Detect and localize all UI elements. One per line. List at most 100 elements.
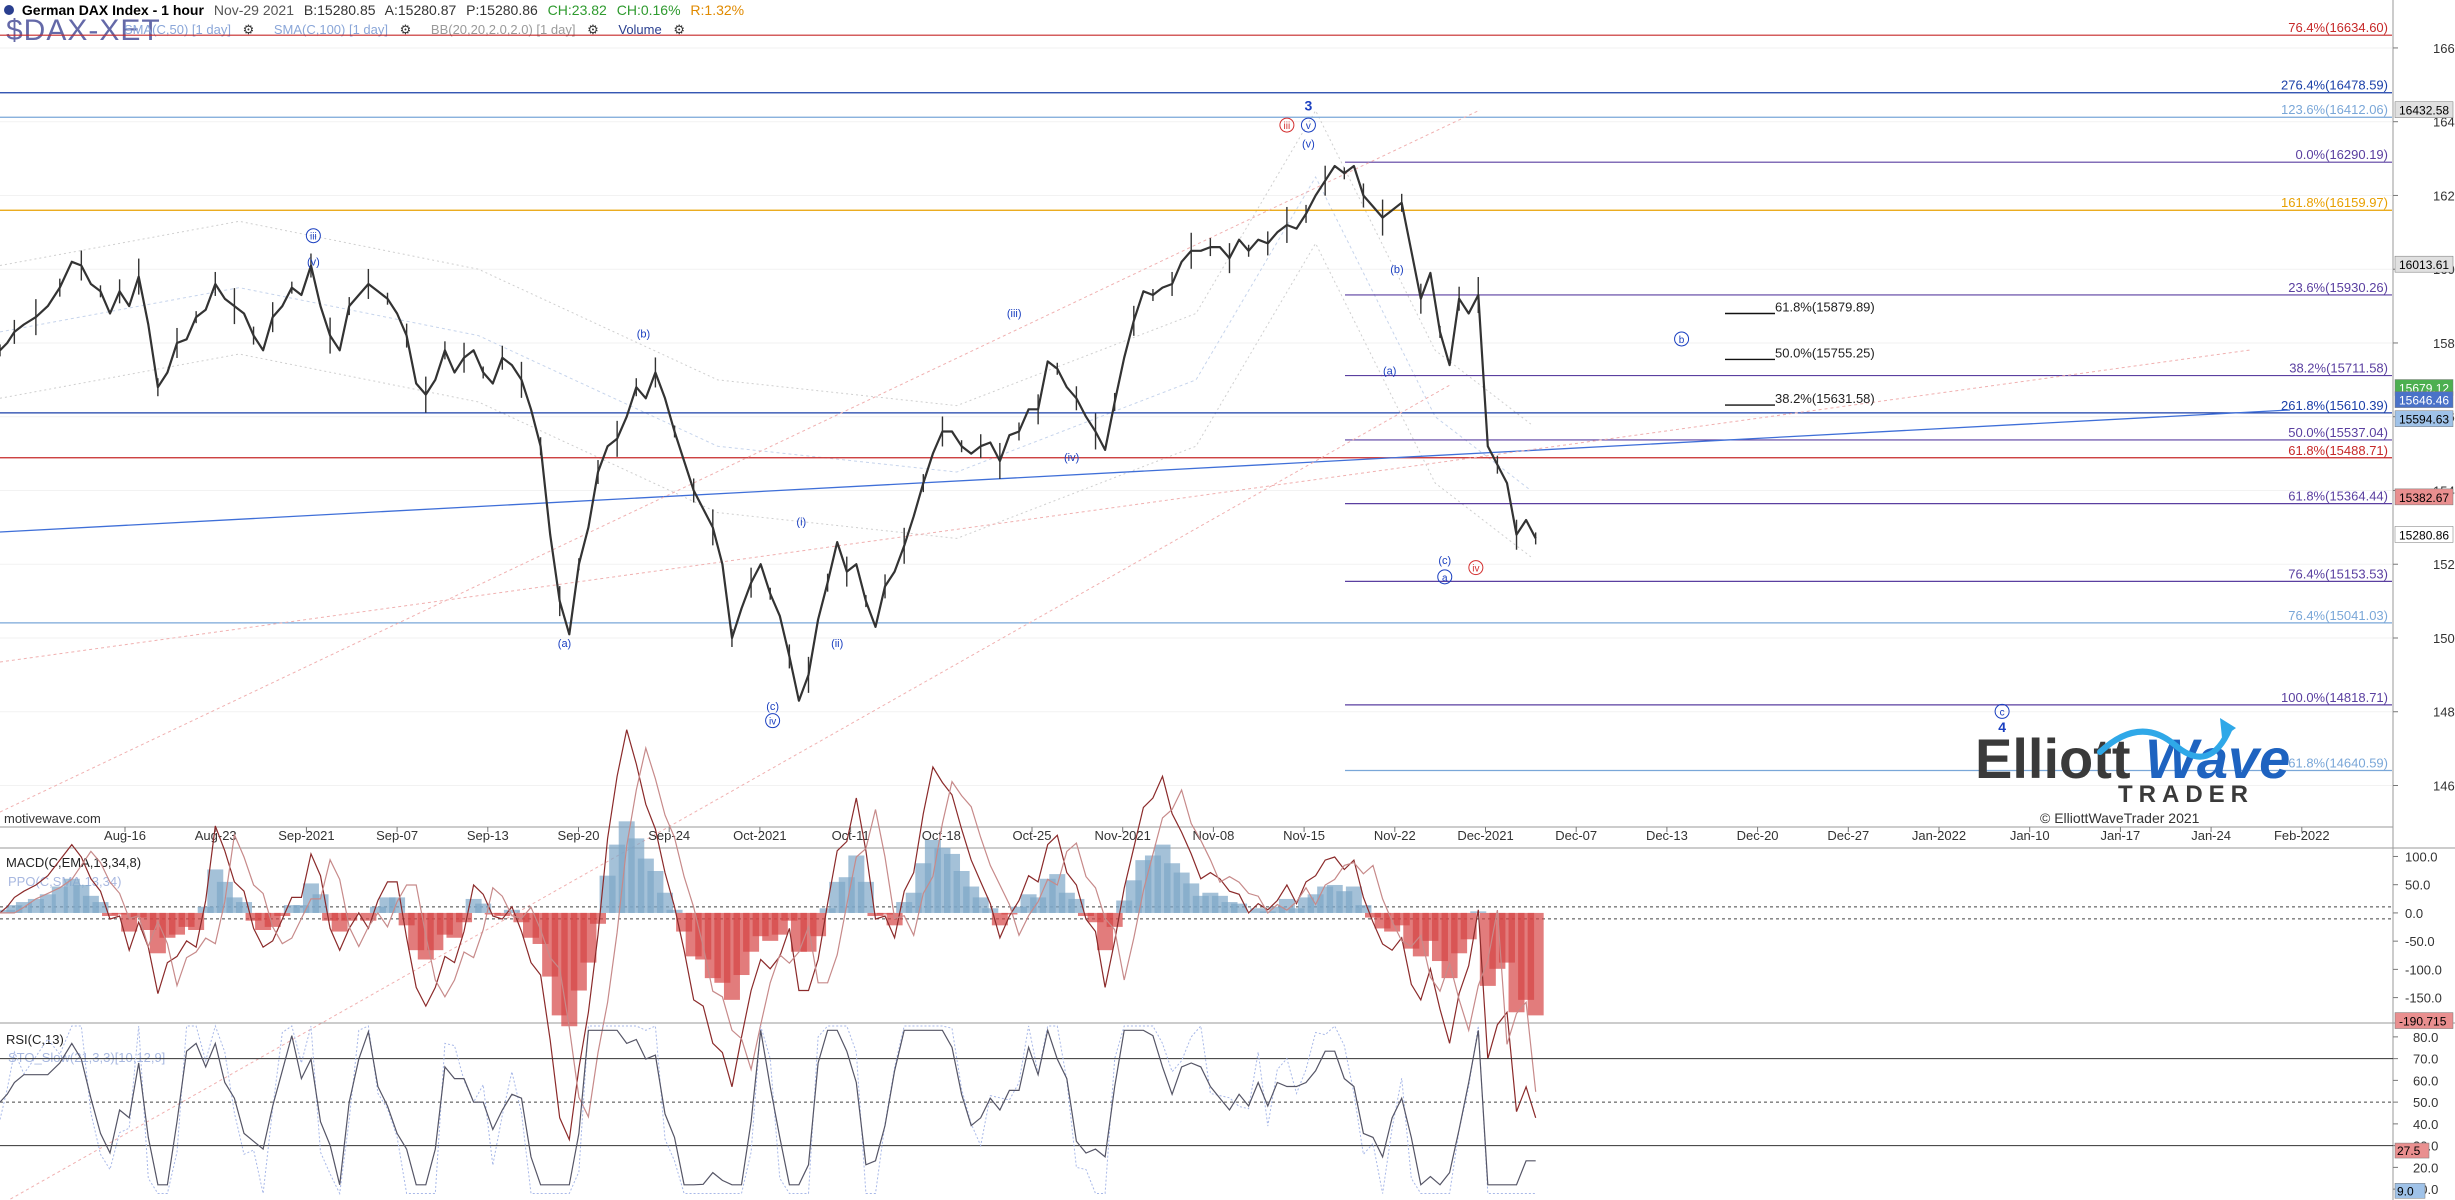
macd-histogram-bar — [1231, 903, 1248, 913]
x-tick-label: Oct-18 — [922, 828, 961, 843]
rsi-value-tag — [2394, 1142, 2430, 1159]
rsi-title: RSI(C,13) — [6, 1032, 64, 1047]
macd-histogram-bar — [1087, 912, 1104, 923]
price-grid — [0, 47, 2392, 786]
time-axis[interactable]: Aug-16 Aug-23 Sep-2021 Sep-07 Sep-13 Sep-20 Se… — [0, 826, 2393, 843]
wave-label-circle — [1279, 117, 1295, 133]
macd-histogram-bar — [1527, 912, 1544, 1016]
gear-icon[interactable]: ⚙ — [242, 22, 255, 37]
macd-histogram-bar — [1355, 905, 1372, 913]
ask-value: A:15280.87 — [384, 2, 457, 18]
price-axis[interactable]: 14600.0014800.0015000.0015200.0015400.00… — [2392, 0, 2455, 1200]
wave-label-circle — [765, 713, 781, 729]
trend-line-dotted — [0, 109, 1481, 813]
x-tick-label: Oct-2021 — [733, 828, 786, 843]
x-tick-label: Sep-2021 — [278, 828, 334, 843]
x-tick-label: Dec-20 — [1737, 828, 1779, 843]
indicator-volume[interactable]: Volume ⚙ — [618, 22, 686, 37]
x-tick-label: Sep-24 — [648, 828, 690, 843]
wave-label: (iii) — [1007, 308, 1022, 320]
macd-histogram-bar — [341, 912, 358, 921]
bollinger-bands — [0, 109, 1532, 558]
x-tick-label: Oct-25 — [1012, 828, 1051, 843]
indicator-sma100[interactable]: SMA(C,100) [1 day] ⚙ — [273, 22, 412, 37]
x-tick-label: Nov-2021 — [1095, 828, 1151, 843]
macd-histogram-bar — [867, 912, 884, 917]
wave-label: iii — [1284, 121, 1291, 132]
indicator-sma50[interactable]: SMA(C,50) [1 day] ⚙ — [124, 22, 255, 37]
fibonacci-levels: 76.4%(16634.60) 276.4%(16478.59) 123.6%(16… — [0, 20, 2392, 772]
fib-level-label: 276.4%(16478.59) — [2281, 78, 2388, 93]
gear-icon[interactable]: ⚙ — [399, 22, 412, 37]
wave-labels: iii (v) (b) (a) (c) iv (i) (ii) (iii) (iv) 3 v (v) ii… — [305, 98, 2010, 735]
indicator-bb[interactable]: BB(20,20,2.0,2.0) [1 day] ⚙ — [430, 22, 599, 37]
macd-histogram-bar — [264, 912, 281, 927]
rsi-tick-label: 70.0 — [2413, 1052, 2438, 1067]
wave-label: 3 — [1305, 98, 1313, 114]
wave-label: (c) — [1438, 555, 1451, 567]
fib-level-label: 61.8%(15364.44) — [2288, 489, 2388, 504]
bb-middle — [0, 175, 1532, 491]
price-tag-label: 16432.58 — [2399, 104, 2449, 118]
fib-level-label: 261.8%(15610.39) — [2281, 398, 2388, 413]
macd-histogram-bar — [235, 902, 252, 913]
y-tick-label: 14600.00 — [2433, 778, 2455, 793]
wave-label: (b) — [1390, 264, 1403, 276]
signal-line — [0, 745, 1537, 1119]
macd-tick-label: -50.0 — [2405, 934, 2435, 949]
macd-histogram-bar — [92, 902, 109, 913]
price-tag-box — [2394, 488, 2454, 506]
logo-swoosh-icon — [2097, 725, 2233, 760]
macd-histogram-bar — [1365, 912, 1382, 918]
y-tick-label: 16400.00 — [2433, 115, 2455, 130]
fib-level-label: 50.0%(15537.04) — [2288, 425, 2388, 440]
x-tick-label: Dec-07 — [1555, 828, 1597, 843]
macd-histogram-bar — [1068, 898, 1085, 913]
macd-tick-label: -150.0 — [2405, 991, 2442, 1006]
gear-icon[interactable]: ⚙ — [673, 22, 686, 37]
wave-label: a — [1442, 573, 1448, 584]
wave-label: iv — [769, 717, 776, 728]
wave-label: (v) — [307, 257, 320, 269]
projection-label: 50.0%(15755.25) — [1775, 345, 1875, 360]
macd-title: MACD(C,EMA,13,34,8) — [6, 855, 141, 870]
x-tick-label: Sep-20 — [558, 828, 600, 843]
macd-histogram-bar — [1460, 912, 1477, 940]
bb-upper — [0, 109, 1532, 425]
gear-icon[interactable]: ⚙ — [587, 22, 599, 37]
price-tag-label: 16013.61 — [2399, 258, 2449, 272]
price-tag-box — [2394, 255, 2454, 273]
price-value: P:15280.86 — [466, 2, 538, 18]
macd-histogram-bar — [456, 912, 473, 923]
wave-label: (c) — [766, 701, 779, 713]
x-tick-label: Dec-27 — [1827, 828, 1869, 843]
macd-histogram-bar — [293, 905, 310, 913]
chart-header: German DAX Index - 1 hour Nov-29 2021 B:… — [4, 2, 750, 18]
macd-histogram-bar — [982, 908, 999, 913]
wave-label: (a) — [558, 638, 571, 650]
sto-value-label: 9.0 — [2397, 1184, 2414, 1198]
macd-histogram-bar — [274, 912, 291, 917]
logo-text-trader: TRADER — [2118, 781, 2254, 808]
macd-histogram-bar — [1001, 912, 1018, 915]
projection-label: 38.2%(15631.58) — [1775, 391, 1875, 406]
wave-label-circle — [1994, 703, 2010, 719]
x-tick-label: Sep-07 — [376, 828, 418, 843]
macd-histogram-bar — [494, 912, 511, 917]
macd-panel: MACD(C,EMA,13,34,8)PPO(C,SMA,13,34)100.0… — [0, 729, 2455, 1142]
macd-histogram-bar — [877, 912, 894, 915]
x-tick-label: Nov-15 — [1283, 828, 1325, 843]
price-tag-label: 15280.86 — [2399, 528, 2449, 542]
rsi-tick-label: 20.0 — [2413, 1160, 2438, 1175]
price-tag-box — [2394, 101, 2454, 118]
y-tick-label: 16600.00 — [2433, 41, 2455, 56]
wave-label: iv — [1472, 564, 1479, 575]
macd-histogram-bar — [666, 909, 683, 913]
rsi-tick-label: 80.0 — [2413, 1030, 2438, 1045]
macd-histogram-bar — [781, 912, 798, 921]
trend-line — [0, 409, 2291, 533]
indicator-legend: SMA(C,50) [1 day] ⚙ SMA(C,100) [1 day] ⚙… — [4, 22, 701, 38]
app-icon[interactable] — [4, 5, 14, 15]
